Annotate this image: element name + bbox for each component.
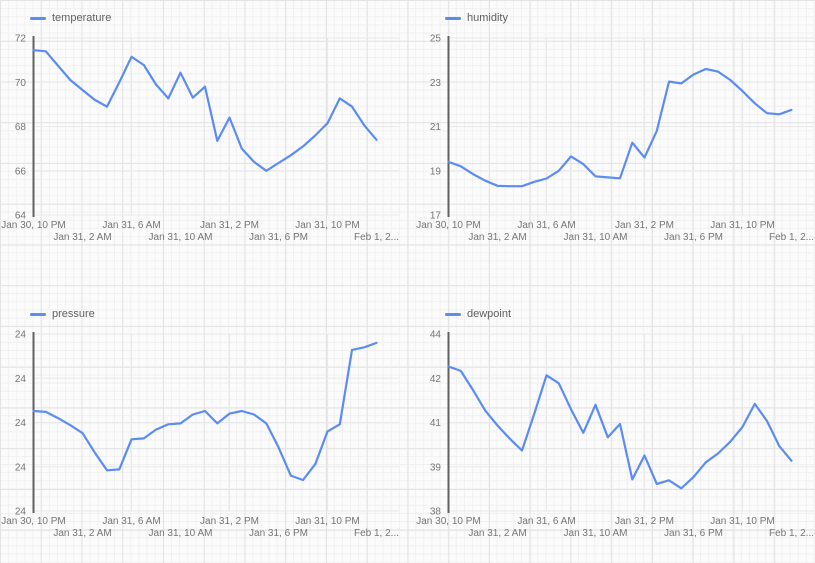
series-color-swatch (30, 16, 46, 20)
x-tick-label: Feb 1, 2... (354, 232, 399, 243)
y-tick-label: 24 (15, 462, 27, 473)
x-tick-label: Jan 31, 6 PM (664, 232, 723, 243)
x-tick-label: Feb 1, 2... (769, 232, 814, 243)
y-tick-label: 44 (430, 330, 442, 341)
x-tick-label: Jan 31, 6 PM (249, 232, 308, 243)
legend-item-temperature[interactable]: temperature (30, 11, 111, 25)
legend-item-pressure[interactable]: pressure (30, 307, 95, 321)
y-tick-label: 21 (430, 122, 442, 133)
y-tick-label: 24 (15, 418, 27, 429)
x-tick-label: Jan 30, 10 PM (416, 220, 480, 231)
x-tick-label: Jan 30, 10 PM (1, 516, 65, 527)
x-tick-label: Jan 31, 2 AM (53, 528, 111, 539)
legend-item-humidity[interactable]: humidity (445, 11, 508, 25)
x-tick-label: Jan 30, 10 PM (1, 220, 65, 231)
x-tick-label: Jan 31, 2 PM (615, 220, 674, 231)
x-tick-label: Feb 1, 2... (354, 528, 399, 539)
x-tick-label: Feb 1, 2... (769, 528, 814, 539)
x-tick-label: Jan 31, 2 PM (200, 516, 259, 527)
y-tick-label: 66 (15, 166, 27, 177)
dewpoint-line (447, 365, 793, 490)
y-tick-label: 68 (15, 122, 27, 133)
chart-panel-temperature: temperature 72 70 68 66 64 Jan 30, 10 PM Jan 3… (0, 0, 400, 256)
y-tick-label: 64 (15, 211, 27, 222)
series-color-swatch (30, 312, 46, 316)
x-tick-label: Jan 31, 10 PM (295, 516, 359, 527)
x-tick-label: Jan 31, 6 AM (102, 516, 160, 527)
legend-label: temperature (52, 12, 112, 24)
pressure-line (32, 341, 378, 482)
y-tick-label: 19 (430, 166, 442, 177)
x-tick-label: Jan 31, 10 PM (710, 516, 774, 527)
humidity-line (447, 67, 793, 188)
x-tick-label: Jan 31, 2 PM (200, 220, 259, 231)
x-tick-label: Jan 31, 10 PM (295, 220, 359, 231)
y-tick-label: 24 (15, 507, 27, 518)
y-tick-label: 25 (430, 34, 442, 45)
chart-panel-pressure: pressure 24 24 24 24 24 Jan 30, 10 PM Jan 31, … (0, 296, 400, 552)
x-tick-label: Jan 31, 10 PM (710, 220, 774, 231)
x-tick-label: Jan 31, 6 AM (102, 220, 160, 231)
y-tick-label: 23 (430, 78, 442, 89)
x-tick-label: Jan 31, 2 PM (615, 516, 674, 527)
x-tick-label: Jan 31, 6 AM (517, 220, 575, 231)
x-tick-label: Jan 31, 10 AM (149, 232, 213, 243)
y-tick-label: 42 (430, 374, 442, 385)
chart-panel-humidity: humidity 25 23 21 19 17 Jan 30, 10 PM Jan 31, … (415, 0, 815, 256)
chart-panel-dewpoint: dewpoint 44 42 41 39 38 Jan 30, 10 PM Jan 31, … (415, 296, 815, 552)
y-tick-label: 24 (15, 374, 27, 385)
x-tick-label: Jan 31, 10 AM (564, 528, 628, 539)
x-tick-label: Jan 31, 6 PM (249, 528, 308, 539)
legend-item-dewpoint[interactable]: dewpoint (445, 307, 511, 321)
series-color-swatch (445, 16, 461, 20)
y-tick-label: 38 (430, 507, 442, 518)
x-tick-label: Jan 31, 2 AM (468, 528, 526, 539)
series-color-swatch (445, 312, 461, 316)
x-tick-label: Jan 30, 10 PM (416, 516, 480, 527)
legend-label: dewpoint (467, 308, 512, 320)
x-tick-label: Jan 31, 6 PM (664, 528, 723, 539)
x-tick-label: Jan 31, 10 AM (564, 232, 628, 243)
x-tick-label: Jan 31, 6 AM (517, 516, 575, 527)
y-tick-label: 24 (15, 330, 27, 341)
x-tick-label: Jan 31, 2 AM (53, 232, 111, 243)
y-tick-label: 41 (430, 418, 442, 429)
y-tick-label: 17 (430, 211, 442, 222)
x-tick-label: Jan 31, 2 AM (468, 232, 526, 243)
y-tick-label: 39 (430, 462, 442, 473)
y-tick-label: 72 (15, 34, 27, 45)
temperature-line (32, 49, 378, 172)
legend-label: humidity (467, 12, 508, 24)
y-tick-label: 70 (15, 78, 27, 89)
legend-label: pressure (52, 308, 95, 320)
x-tick-label: Jan 31, 10 AM (149, 528, 213, 539)
